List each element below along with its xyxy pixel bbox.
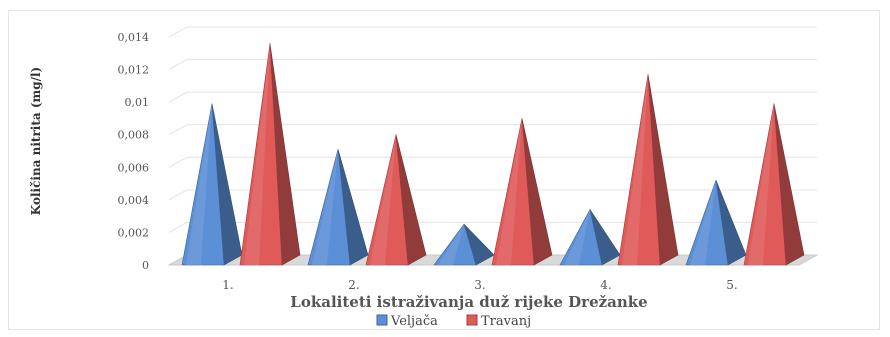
bar-highlight: [312, 149, 338, 265]
chart-frame: 0 0,002 0,004 0,006 0,008 0,01 0,012 0,014 1. 2.…: [8, 10, 880, 330]
legend-label: Veljača: [390, 314, 438, 329]
bar-veljača-4: [559, 208, 621, 266]
bar-highlight: [438, 224, 464, 265]
chart-gridlines: [168, 26, 817, 233]
legend-item: Veljača: [376, 314, 438, 329]
legend-item: Travanj: [466, 314, 531, 329]
legend-swatch: [466, 314, 478, 326]
bar-highlight: [622, 74, 648, 265]
gridline: [168, 91, 817, 103]
x-tick-label: 2.: [348, 278, 359, 292]
bar-highlight: [186, 103, 212, 266]
y-tick-label: 0,012: [118, 64, 150, 77]
y-tick-label: 0,004: [118, 194, 150, 207]
y-axis-title: Količina nitrita (mg/l): [29, 67, 43, 215]
bar-highlight: [748, 103, 774, 266]
bar-travanj-4: [617, 74, 679, 266]
y-tick-label: 0,008: [118, 129, 150, 142]
x-axis-title: Lokaliteti istraživanja duž rijeke Dreža…: [290, 293, 647, 311]
bar-travanj-2: [365, 134, 427, 266]
legend-label: Travanj: [481, 314, 531, 329]
x-tick-label: 3.: [474, 278, 485, 292]
bar-travanj-1: [239, 43, 301, 266]
chart-legend: Veljača Travanj: [376, 314, 531, 329]
bar-veljača-1: [181, 103, 243, 266]
bar-travanj-5: [743, 103, 805, 266]
bar-highlight: [244, 43, 270, 266]
x-tick-label: 4.: [600, 278, 611, 292]
bar-highlight: [564, 209, 590, 265]
gridline: [168, 189, 817, 201]
chart-bars: [181, 43, 805, 266]
x-axis-ticks: 1. 2. 3. 4. 5.: [222, 278, 737, 292]
gridline: [168, 156, 817, 168]
y-tick-label: 0,006: [118, 161, 150, 174]
chart-svg: 0 0,002 0,004 0,006 0,008 0,01 0,012 0,014 1. 2.…: [29, 26, 819, 329]
bar-veljača-5: [685, 180, 747, 266]
bar-highlight: [370, 134, 396, 265]
bar-travanj-3: [491, 118, 553, 266]
gridline: [168, 221, 817, 233]
gridline: [168, 59, 817, 71]
y-tick-label: 0,014: [118, 31, 150, 44]
bar-veljača-2: [307, 149, 369, 266]
legend-swatch: [376, 314, 388, 326]
x-tick-label: 1.: [222, 278, 233, 292]
y-tick-label: 0: [142, 259, 149, 272]
bar-highlight: [690, 180, 716, 265]
bar-highlight: [496, 118, 522, 265]
y-axis-ticks: 0 0,002 0,004 0,006 0,008 0,01 0,012 0,014: [118, 31, 150, 272]
y-tick-label: 0,002: [118, 226, 150, 239]
x-tick-label: 5.: [726, 278, 737, 292]
gridline: [168, 124, 817, 136]
gridline: [168, 26, 817, 38]
y-tick-label: 0,01: [125, 96, 150, 109]
bar-veljača-3: [433, 223, 495, 266]
